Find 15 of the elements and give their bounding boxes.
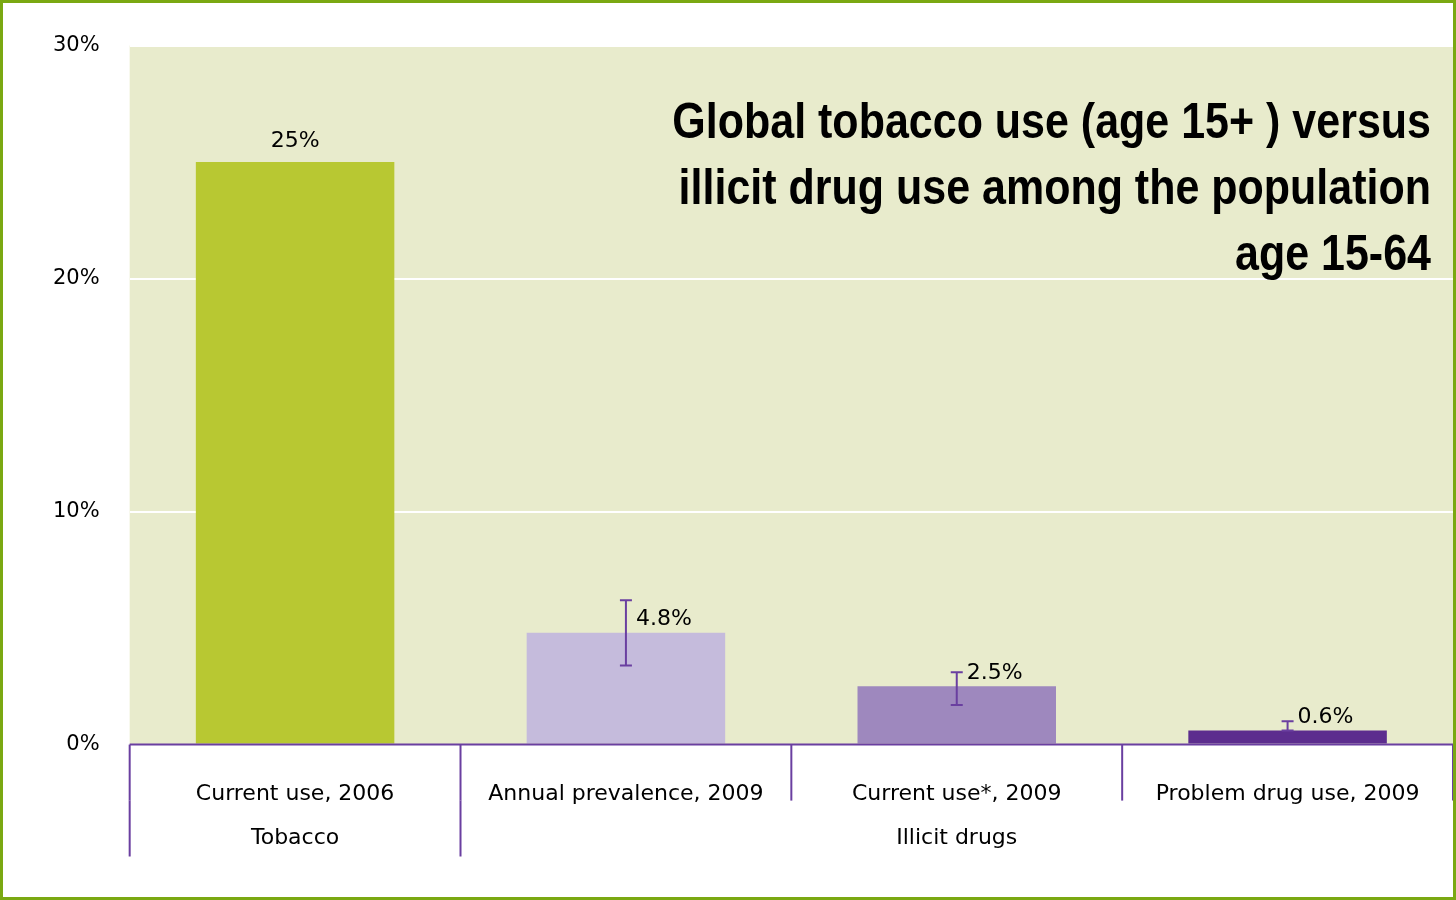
- x-tick-label: Current use, 2006: [195, 779, 395, 805]
- y-tick-label: 30%: [52, 32, 100, 57]
- data-label: 4.8%: [635, 605, 692, 631]
- text: Global tobacco use (age 15+ ) versus illicit drug use among the population age 15-64: [672, 92, 1432, 281]
- data-label: 25%: [270, 126, 320, 152]
- data-label: 2.5%: [966, 659, 1023, 685]
- y-tick-label: 0%: [66, 731, 100, 756]
- y-tick-label: 10%: [52, 498, 100, 523]
- x-tick-label: Current use*, 2009: [851, 779, 1062, 805]
- x-tick-label: Annual prevalence, 2009: [488, 779, 764, 805]
- x-tick-label: Problem drug use, 2009: [1155, 779, 1420, 805]
- text: Tobacco: [249, 824, 340, 850]
- y-tick-label: 20%: [52, 265, 100, 290]
- data-label: 0.6%: [1297, 703, 1354, 729]
- text: Illicit drugs: [896, 824, 1018, 850]
